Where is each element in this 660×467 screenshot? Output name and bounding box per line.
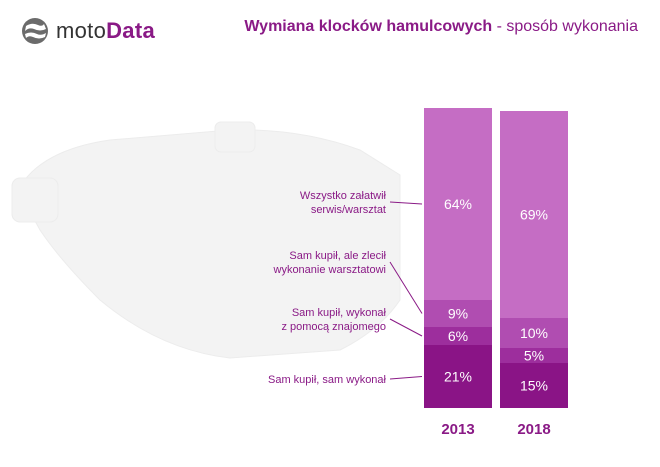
legend-leader-line-0 <box>389 376 423 380</box>
data-label-2018-0: 15% <box>520 378 548 394</box>
bar-segment-2013-3 <box>424 108 492 300</box>
legend-label-2: Sam kupił, ale zlecił wykonanie warsztato… <box>273 250 387 276</box>
legend-label-1: Sam kupił, wykonał z pomocą znajomego <box>281 307 386 333</box>
page-title: Wymiana klocków hamulcowych - sposób wyk… <box>244 18 638 36</box>
brand-name: motoData <box>56 18 155 44</box>
page-title-main: Wymiana klocków hamulcowych <box>244 18 493 35</box>
data-label-2013-2: 9% <box>448 306 468 322</box>
brake-pad-watermark <box>11 121 401 359</box>
legend-leader-line-2 <box>389 261 423 314</box>
brand-name-part1: moto <box>56 18 107 43</box>
data-label-2013-1: 6% <box>448 328 468 344</box>
legend-label-3: Wszystko załatwił serwis/warsztat <box>300 190 387 216</box>
legend-label-0: Sam kupił, sam wykonał <box>268 374 387 386</box>
page-title-sub: - sposób wykonania <box>492 18 638 35</box>
globe-logo-icon <box>22 18 48 44</box>
data-label-2018-1: 5% <box>524 348 544 364</box>
legend-leader-line-1 <box>389 318 423 337</box>
brand-name-part2: Data <box>106 18 155 43</box>
bar-segment-2018-0 <box>500 363 568 408</box>
x-tick-label-2013: 2013 <box>441 421 474 438</box>
x-tick-label-2018: 2018 <box>517 421 550 438</box>
bars-layer: 21% 6% 9% 64% 15% 5% 10% 69% <box>424 108 568 408</box>
bar-segment-2013-0 <box>424 345 492 408</box>
legend: Sam kupił, sam wykonał Sam kupił, wykonał… <box>268 190 423 386</box>
data-label-2018-2: 10% <box>520 325 548 341</box>
x-axis-ticks: 2013 2018 <box>441 421 550 438</box>
bar-segment-2018-1 <box>500 348 568 363</box>
data-label-2013-3: 64% <box>444 196 472 212</box>
brand-logo: motoData <box>20 14 155 48</box>
bar-segment-2018-2 <box>500 318 568 348</box>
data-label-2013-0: 21% <box>444 369 472 385</box>
bar-segment-2013-2 <box>424 300 492 327</box>
bar-segment-2013-1 <box>424 327 492 345</box>
legend-leader-line-3 <box>389 201 423 205</box>
data-label-2018-3: 69% <box>520 207 548 223</box>
bar-segment-2018-3 <box>500 111 568 318</box>
